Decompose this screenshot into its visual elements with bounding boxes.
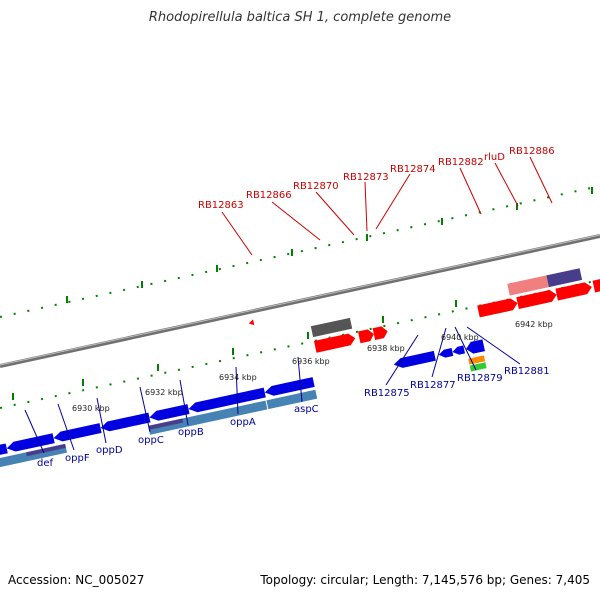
label-oppD[interactable]: oppD — [96, 445, 123, 456]
gene-RB12875[interactable] — [393, 350, 436, 370]
gene-RB12866[interactable] — [313, 332, 357, 353]
gene-aspC[interactable] — [264, 377, 315, 397]
forward-genes — [248, 268, 600, 353]
label-RB12873[interactable]: RB12873 — [343, 172, 389, 183]
gene-right-edge[interactable] — [592, 270, 600, 293]
label-def[interactable]: def — [37, 458, 54, 469]
scale-label: 6930 kbp — [72, 404, 110, 413]
reverse-labels: def oppF oppD oppC oppB oppA aspC RB1287… — [37, 366, 550, 469]
gene-oppB[interactable] — [148, 404, 190, 422]
label-oppB[interactable]: oppB — [178, 427, 204, 438]
gene-RB12877[interactable] — [438, 348, 454, 359]
forward-leaders — [221, 156, 553, 256]
label-RB12879[interactable]: RB12879 — [457, 373, 503, 384]
label-RB12881[interactable]: RB12881 — [504, 366, 550, 377]
gene-RB12879[interactable] — [452, 345, 465, 356]
forward-labels: RB12863 RB12866 RB12870 RB12873 RB12874 … — [198, 146, 555, 211]
scale-label: 6938 kbp — [367, 344, 405, 353]
gene-RB12873[interactable] — [357, 328, 375, 344]
scale-label: 6942 kbp — [515, 320, 553, 329]
label-RB12875[interactable]: RB12875 — [364, 388, 410, 399]
gene-rluD[interactable] — [516, 289, 558, 309]
accession-text: Accession: NC_005027 — [8, 573, 145, 587]
label-RB12882[interactable]: RB12882 — [438, 157, 484, 168]
label-rluD[interactable]: rluD — [484, 152, 505, 163]
gene-RB12874[interactable] — [372, 325, 389, 341]
gene-oppA[interactable] — [187, 387, 266, 414]
gene-oppD[interactable] — [53, 423, 102, 443]
label-RB12874[interactable]: RB12874 — [390, 164, 436, 175]
label-RB12870[interactable]: RB12870 — [293, 181, 339, 192]
map-title: Rhodopirellula baltica SH 1, complete ge… — [148, 10, 452, 25]
gene-RB12870[interactable] — [310, 317, 353, 338]
label-aspC[interactable]: aspC — [294, 404, 319, 415]
reverse-leaders — [24, 326, 521, 454]
topology-text: Topology: circular; Length: 7,145,576 bp… — [260, 573, 590, 587]
gene-oppF[interactable] — [6, 433, 55, 453]
scale-label: 6932 kbp — [145, 388, 183, 397]
label-oppF[interactable]: oppF — [65, 453, 90, 464]
label-RB12877[interactable]: RB12877 — [410, 380, 456, 391]
label-oppA[interactable]: oppA — [230, 417, 256, 428]
green-feature — [469, 362, 487, 372]
cds-oppA-dark — [148, 418, 184, 430]
gene-RB12863[interactable] — [248, 319, 255, 326]
cds-oppD-dark — [26, 443, 66, 457]
scale-label: 6934 kbp — [219, 373, 257, 382]
forward-tick-row — [0, 185, 600, 318]
label-RB12886[interactable]: RB12886 — [509, 146, 555, 157]
cds-aspC — [266, 389, 318, 410]
scale-label: 6936 kbp — [292, 357, 330, 366]
scale-label: 6940 kbp — [441, 333, 479, 342]
gene-RB12881[interactable] — [465, 339, 485, 355]
label-oppC[interactable]: oppC — [138, 435, 164, 446]
gene-RB12886[interactable] — [555, 281, 593, 301]
label-RB12866[interactable]: RB12866 — [246, 190, 292, 201]
gene-oppC[interactable] — [99, 412, 151, 433]
backbone — [0, 234, 600, 368]
scale-labels: 6930 kbp 6932 kbp 6934 kbp 6936 kbp 6938… — [72, 320, 553, 413]
gene-RB12882[interactable] — [477, 297, 519, 318]
cds-RB12882-light — [507, 275, 549, 296]
cds-RB12886-dark — [546, 268, 583, 288]
major-ticks — [12, 187, 593, 400]
label-RB12863[interactable]: RB12863 — [198, 200, 244, 211]
